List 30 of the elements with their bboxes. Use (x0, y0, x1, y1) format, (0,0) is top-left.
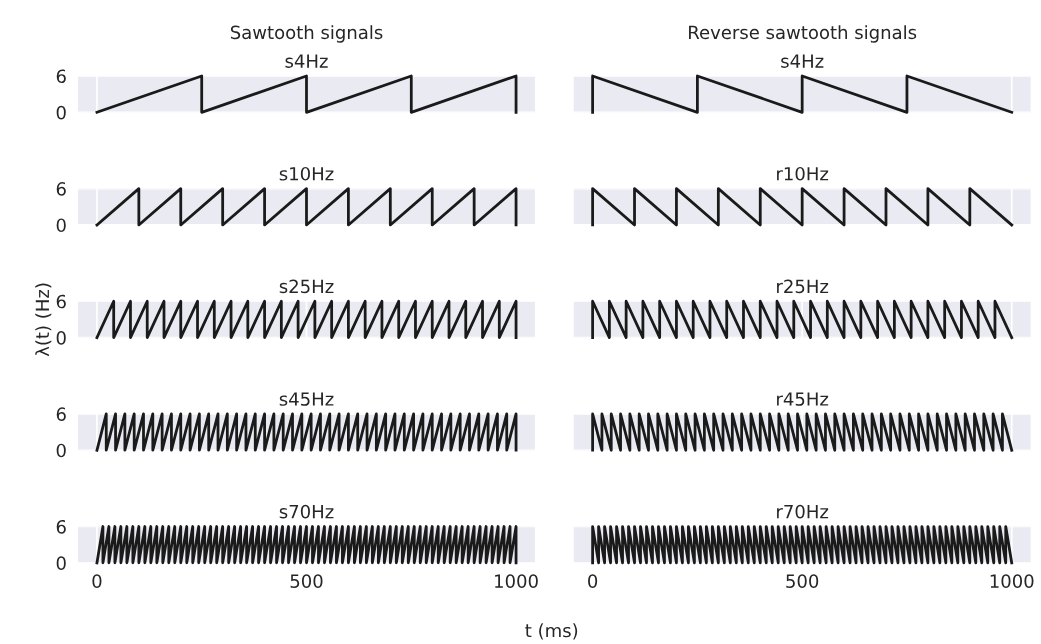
y-tick-label: 0 (56, 443, 66, 458)
x-tick-label: 500 (290, 574, 323, 588)
chart-title: s70Hz (279, 504, 334, 519)
chart-title: r70Hz (777, 504, 829, 519)
y-tick-label: 6 (56, 182, 66, 196)
chart-title: r10Hz (777, 166, 829, 181)
x-tick-label: 0 (588, 574, 598, 588)
y-tick-label: 6 (56, 407, 66, 422)
chart-title: s10Hz (279, 166, 334, 181)
x-tick-label: 1000 (990, 574, 1034, 588)
y-tick-label: 0 (56, 331, 66, 345)
chart-title: Reverse sawtooth signals (689, 25, 917, 43)
chart-title: s25Hz (279, 279, 334, 294)
chart-title: Sawtooth signals (230, 25, 383, 43)
chart-title: r45Hz (777, 392, 829, 406)
y-tick-label: 0 (56, 105, 66, 120)
y-tick-label: 6 (56, 69, 66, 84)
y-axis-title: λ(t) (Hz) (35, 283, 52, 357)
y-tick-label: 6 (56, 519, 66, 534)
chart-subtitle: s4Hz (285, 54, 328, 68)
x-tick-label: 500 (786, 574, 819, 588)
chart-subtitle: s4Hz (781, 54, 824, 68)
x-tick-label: 0 (92, 574, 102, 588)
chart-title: r25Hz (777, 279, 829, 294)
y-tick-label: 6 (56, 294, 66, 309)
y-tick-label: 0 (56, 218, 66, 233)
x-axis-title: t (ms) (525, 623, 578, 640)
y-tick-label: 0 (56, 556, 66, 570)
x-tick-label: 1000 (495, 574, 538, 588)
chart-title: s45Hz (279, 392, 334, 406)
